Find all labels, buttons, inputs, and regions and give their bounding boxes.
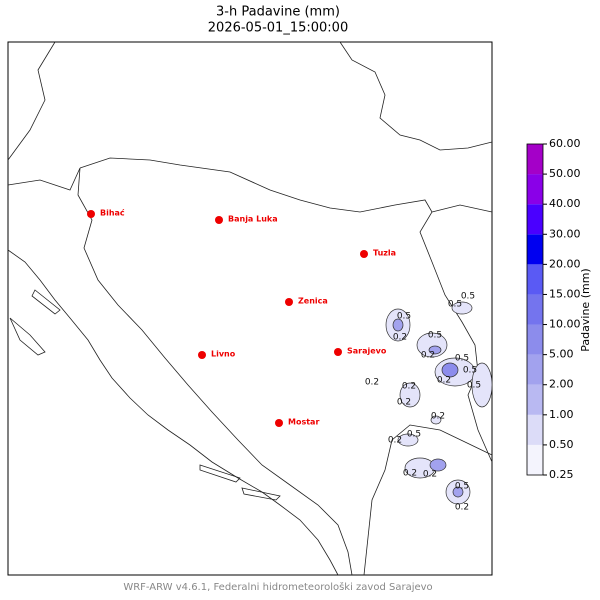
contour-label: 0.2 bbox=[393, 333, 407, 343]
subtitle: 2026-05-01_15:00:00 bbox=[208, 21, 348, 36]
contour-label: 0.5 bbox=[455, 354, 469, 364]
border bbox=[339, 41, 493, 213]
colorbar-band bbox=[527, 264, 543, 295]
contour-labels: 0.50.2 0.50.2 0.50.50.20.50.50.2 0.20.20.50… bbox=[365, 292, 481, 513]
contour-label: 0.2 bbox=[397, 398, 411, 408]
contour-label: 0.5 bbox=[467, 381, 481, 391]
colorbar-tick-label: 10.00 bbox=[549, 318, 581, 331]
city-label: Tuzla bbox=[373, 249, 396, 258]
colorbar-band bbox=[527, 204, 543, 235]
colorbar-band bbox=[527, 324, 543, 355]
contour-label: 0.2 bbox=[437, 376, 451, 386]
colorbar-band bbox=[527, 174, 543, 205]
colorbar-band bbox=[527, 414, 543, 445]
city-label: Mostar bbox=[288, 418, 319, 427]
contour-label: 0.5 bbox=[397, 312, 411, 322]
colorbar-tick-label: 0.50 bbox=[549, 438, 574, 451]
map: 0.50.2 0.50.2 0.50.50.20.50.50.2 0.20.20.50… bbox=[7, 41, 493, 576]
contour-label: 0.2 bbox=[365, 378, 379, 388]
colorbar-label: Padavine (mm) bbox=[579, 268, 592, 351]
city-label: Livno bbox=[211, 350, 236, 359]
colorbar-tick-label: 20.00 bbox=[549, 257, 581, 270]
border bbox=[363, 424, 493, 576]
city-marker bbox=[334, 348, 342, 356]
colorbar-band bbox=[527, 294, 543, 325]
contour-label: 0.5 bbox=[407, 430, 421, 440]
colorbar-band bbox=[527, 444, 543, 475]
border bbox=[77, 167, 353, 576]
colorbar-band bbox=[527, 354, 543, 385]
footer: WRF-ARW v4.6.1, Federalni hidrometeorolo… bbox=[123, 581, 432, 593]
city-label: Banja Luka bbox=[228, 215, 278, 224]
city-marker bbox=[198, 351, 206, 359]
map-frame bbox=[7, 41, 493, 576]
contour-label: 0.5 bbox=[428, 331, 442, 341]
city-marker bbox=[285, 298, 293, 306]
colorbar-tick-label: 1.00 bbox=[549, 408, 574, 421]
colorbar-band bbox=[527, 234, 543, 265]
city-label: Sarajevo bbox=[347, 347, 387, 356]
colorbar-tick-label: 60.00 bbox=[549, 137, 581, 150]
title: 3-h Padavine (mm) bbox=[216, 5, 340, 20]
island bbox=[9, 289, 281, 501]
border bbox=[7, 41, 81, 191]
colorbar-tick-label: 5.00 bbox=[549, 348, 574, 361]
contour-label: 0.2 bbox=[388, 436, 402, 446]
colorbar-band bbox=[527, 384, 543, 415]
city-marker bbox=[360, 250, 368, 258]
colorbar-tick-label: 2.00 bbox=[549, 378, 574, 391]
colorbar-frame bbox=[526, 143, 544, 476]
precip-areas bbox=[385, 301, 493, 505]
contour-label: 0.2 bbox=[421, 351, 435, 361]
colorbar-tick-label: 15.00 bbox=[549, 287, 581, 300]
coast bbox=[7, 249, 339, 576]
border bbox=[79, 157, 493, 463]
contour-label: 0.2 bbox=[431, 412, 445, 422]
contour-label: 0.2 bbox=[423, 470, 437, 480]
contour-label: 0.5 bbox=[461, 292, 475, 302]
city-label: Zenica bbox=[298, 297, 328, 306]
city-label: Bihać bbox=[100, 208, 125, 218]
colorbar-tick-label: 0.25 bbox=[549, 468, 574, 481]
city-marker bbox=[275, 419, 283, 427]
contour-label: 0.2 bbox=[455, 503, 469, 513]
colorbar: 0.25 0.50 1.00 2.00 5.00 10.00 15.00 20.00 30.00… bbox=[526, 137, 581, 481]
contour-label: 0.2 bbox=[402, 382, 416, 392]
colorbar-band bbox=[527, 144, 543, 175]
contour-label: 0.5 bbox=[463, 366, 477, 376]
cities: Bihać Banja Luka Tuzla Zenica Livno Sarajevo M… bbox=[87, 208, 396, 427]
colorbar-tick-label: 50.00 bbox=[549, 167, 581, 180]
colorbar-tick-label: 40.00 bbox=[549, 197, 581, 210]
contour-label: 0.5 bbox=[455, 482, 469, 492]
colorbar-tick-label: 30.00 bbox=[549, 227, 581, 240]
contour-label: 0.5 bbox=[448, 300, 462, 310]
city-marker bbox=[215, 216, 223, 224]
city-marker bbox=[87, 210, 95, 218]
contour-label: 0.2 bbox=[403, 469, 417, 479]
